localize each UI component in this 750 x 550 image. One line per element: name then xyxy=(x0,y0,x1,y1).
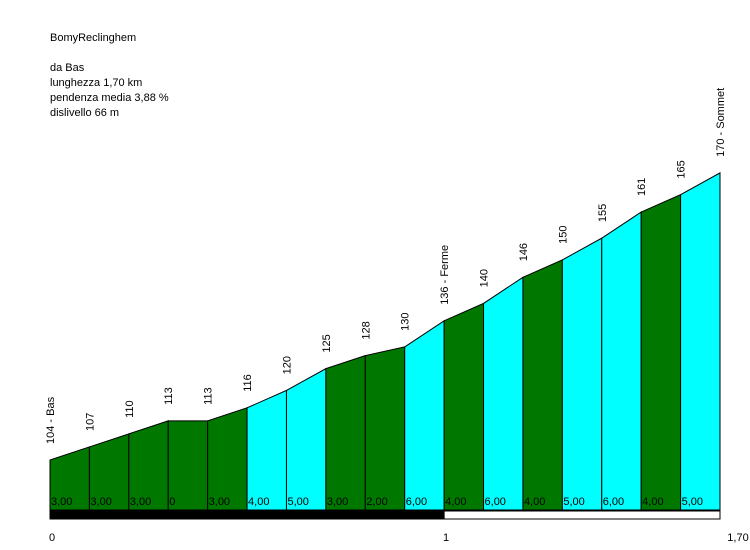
elevation-label: 146 xyxy=(518,243,530,261)
elevation-label: 113 xyxy=(203,387,215,405)
profile-segment xyxy=(640,193,682,511)
gradient-label: 3,00 xyxy=(90,496,111,508)
elevation-labels: 104 - Bas 107 110 113 113 116 120 125 128 130 136 … xyxy=(45,88,727,444)
gradient-label: 5,00 xyxy=(287,496,308,508)
climb-elevation-gain: dislivello 66 m xyxy=(50,107,120,119)
profile-segment xyxy=(483,276,524,511)
distance-tick-label: 1,70 xyxy=(727,532,748,544)
elevation-label: 116 xyxy=(242,374,254,392)
profile-segment xyxy=(522,259,563,511)
profile-segment xyxy=(561,237,603,511)
elevation-label: 165 xyxy=(676,160,688,178)
profile-segment xyxy=(325,354,366,511)
gradient-label: 4,00 xyxy=(642,496,663,508)
climb-avg-gradient: pendenza media 3,88 % xyxy=(50,92,169,104)
profile-segment xyxy=(364,346,406,511)
gradient-label: 4,00 xyxy=(445,496,466,508)
elevation-label: 130 xyxy=(400,313,412,331)
distance-tick-label: 1 xyxy=(443,532,449,544)
elevation-label: 104 - Bas xyxy=(45,396,57,444)
climb-info: BomyReclinghem da Bas lunghezza 1,70 km … xyxy=(50,31,169,121)
climb-length: lunghezza 1,70 km xyxy=(50,77,143,89)
gradient-label: 6,00 xyxy=(603,496,624,508)
distance-tick-label: 0 xyxy=(49,532,55,544)
elevation-label: 136 - Ferme xyxy=(439,245,451,305)
elevation-label: 113 xyxy=(163,387,175,405)
gradient-label: 6,00 xyxy=(485,496,506,508)
profile-segments xyxy=(49,172,721,511)
profile-segment xyxy=(601,211,642,511)
climb-start: da Bas xyxy=(50,62,85,74)
elevation-label: 170 - Sommet xyxy=(715,88,727,157)
elevation-label: 150 xyxy=(557,226,569,244)
gradient-label: 2,00 xyxy=(366,496,387,508)
gradient-label: 3,00 xyxy=(130,496,151,508)
elevation-label: 125 xyxy=(321,334,333,352)
distance-bar xyxy=(49,510,721,520)
gradient-label: 4,00 xyxy=(248,496,269,508)
profile-segment xyxy=(285,367,327,511)
gradient-labels: 3,00 3,00 3,00 0 3,00 4,00 5,00 3,00 2,00 6,00 4,0… xyxy=(51,496,703,508)
profile-segment xyxy=(404,319,445,511)
climb-title: BomyReclinghem xyxy=(50,32,137,44)
gradient-label: 5,00 xyxy=(563,496,584,508)
gradient-label: 3,00 xyxy=(51,496,72,508)
gradient-label: 4,00 xyxy=(524,496,545,508)
profile-segment xyxy=(680,172,721,511)
profile-segment xyxy=(246,389,287,511)
gradient-label: 3,00 xyxy=(327,496,348,508)
elevation-label: 140 xyxy=(479,269,491,287)
distance-tick-labels: 0 1 1,70 xyxy=(49,532,749,544)
gradient-label: 6,00 xyxy=(406,496,427,508)
distance-bar-segment xyxy=(443,510,721,520)
elevation-label: 107 xyxy=(84,413,96,431)
elevation-label: 155 xyxy=(597,204,609,222)
gradient-label: 3,00 xyxy=(209,496,230,508)
distance-bar-segment xyxy=(49,510,445,520)
elevation-label: 161 xyxy=(636,178,648,196)
profile-segment xyxy=(207,407,248,511)
gradient-label: 0 xyxy=(169,496,175,508)
elevation-label: 110 xyxy=(124,400,136,418)
profile-segment xyxy=(443,302,485,511)
elevation-label: 128 xyxy=(360,321,372,339)
elevation-label: 120 xyxy=(281,356,293,374)
gradient-label: 5,00 xyxy=(682,496,703,508)
